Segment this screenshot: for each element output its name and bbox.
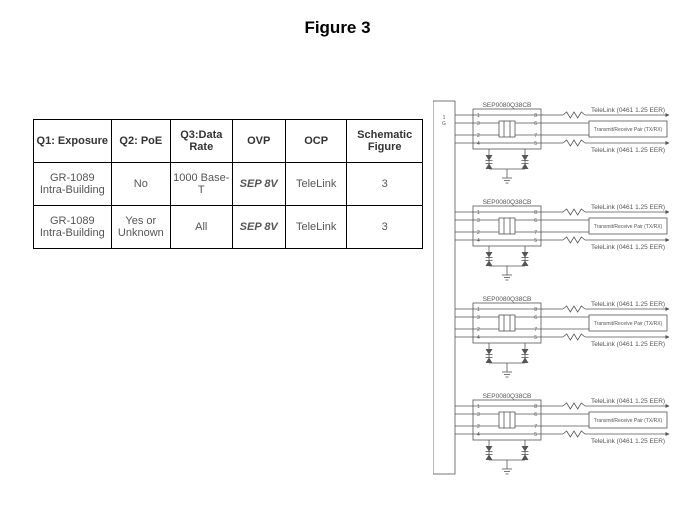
svg-text:1: 1 — [477, 404, 480, 410]
col-ocp: OCP — [285, 120, 346, 163]
chip-label: SEP0080Q38CB — [483, 296, 532, 303]
telelink-label: TeleLink (0461 1.25 EER) — [591, 244, 665, 251]
svg-text:7: 7 — [534, 424, 537, 430]
cell-ocp: TeleLink — [285, 206, 346, 249]
svg-text:8: 8 — [534, 307, 537, 313]
col-ovp: OVP — [232, 120, 285, 163]
svg-text:1: 1 — [477, 210, 480, 216]
svg-text:7: 7 — [534, 133, 537, 139]
cell-exposure: GR-1089 Intra-Building — [34, 163, 112, 206]
col-fig: Schematic Figure — [347, 120, 423, 163]
svg-text:8: 8 — [534, 210, 537, 216]
svg-text:2: 2 — [477, 424, 480, 430]
svg-text:2: 2 — [477, 230, 480, 236]
cell-fig: 3 — [347, 163, 423, 206]
schematic-channel: SEP0080Q38CB1 8 3 6 2 7 4 5 TeleLink (0461 1.25 … — [455, 296, 669, 377]
svg-text:6: 6 — [534, 412, 537, 418]
cell-ocp: TeleLink — [285, 163, 346, 206]
svg-text:3: 3 — [477, 412, 480, 418]
chip-label: SEP0080Q38CB — [483, 393, 532, 400]
col-rate: Q3:Data Rate — [171, 120, 232, 163]
svg-text:6: 6 — [534, 218, 537, 224]
svg-text:8: 8 — [534, 113, 537, 119]
table-header-row: Q1: Exposure Q2: PoE Q3:Data Rate OVP OC… — [34, 120, 423, 163]
phy-label: 1G — [442, 115, 446, 127]
svg-text:6: 6 — [534, 315, 537, 321]
cell-poe: Yes or Unknown — [111, 206, 170, 249]
chip-label: SEP0080Q38CB — [483, 102, 532, 109]
table-row: GR-1089 Intra-Building No 1000 Base-T SE… — [34, 163, 423, 206]
svg-text:4: 4 — [477, 335, 480, 341]
cell-fig: 3 — [347, 206, 423, 249]
pair-label: Transmit/Receive Pair (TX/RX) — [594, 418, 663, 424]
schematic-channel: SEP0080Q38CB1 8 3 6 2 7 4 5 TeleLink (0461 1.25 … — [455, 102, 669, 183]
svg-text:5: 5 — [534, 335, 537, 341]
pair-label: Transmit/Receive Pair (TX/RX) — [594, 321, 663, 327]
cell-exposure: GR-1089 Intra-Building — [34, 206, 112, 249]
pair-label: Transmit/Receive Pair (TX/RX) — [594, 224, 663, 230]
telelink-label: TeleLink (0461 1.25 EER) — [591, 438, 665, 445]
svg-text:2: 2 — [477, 327, 480, 333]
telelink-label: TeleLink (0461 1.25 EER) — [591, 301, 665, 308]
schematic-channel: SEP0080Q38CB1 8 3 6 2 7 4 5 TeleLink (0461 1.25 … — [455, 199, 669, 280]
table-row: GR-1089 Intra-Building Yes or Unknown Al… — [34, 206, 423, 249]
svg-text:3: 3 — [477, 315, 480, 321]
pair-label: Transmit/Receive Pair (TX/RX) — [594, 127, 663, 133]
cell-rate: All — [171, 206, 232, 249]
telelink-label: TeleLink (0461 1.25 EER) — [591, 398, 665, 405]
col-poe: Q2: PoE — [111, 120, 170, 163]
svg-text:4: 4 — [477, 432, 480, 438]
telelink-label: TeleLink (0461 1.25 EER) — [591, 147, 665, 154]
svg-text:7: 7 — [534, 327, 537, 333]
telelink-label: TeleLink (0461 1.25 EER) — [591, 204, 665, 211]
svg-text:4: 4 — [477, 238, 480, 244]
cell-ovp: SEP 8V — [232, 206, 285, 249]
figure-title: Figure 3 — [0, 18, 675, 38]
svg-text:5: 5 — [534, 432, 537, 438]
svg-text:5: 5 — [534, 141, 537, 147]
selection-table: Q1: Exposure Q2: PoE Q3:Data Rate OVP OC… — [33, 119, 423, 249]
telelink-label: TeleLink (0461 1.25 EER) — [591, 107, 665, 114]
svg-text:1: 1 — [477, 113, 480, 119]
chip-label: SEP0080Q38CB — [483, 199, 532, 206]
cell-poe: No — [111, 163, 170, 206]
svg-text:6: 6 — [534, 121, 537, 127]
cell-rate: 1000 Base-T — [171, 163, 232, 206]
svg-text:3: 3 — [477, 218, 480, 224]
svg-text:8: 8 — [534, 404, 537, 410]
telelink-label: TeleLink (0461 1.25 EER) — [591, 341, 665, 348]
schematic-channel: SEP0080Q38CB1 8 3 6 2 7 4 5 TeleLink (0461 1.25 … — [455, 393, 669, 474]
svg-text:7: 7 — [534, 230, 537, 236]
svg-text:1: 1 — [477, 307, 480, 313]
schematic-diagram: 1GSEP0080Q38CB18362745TeleLink (0461 1.2… — [433, 93, 675, 493]
svg-text:4: 4 — [477, 141, 480, 147]
svg-text:3: 3 — [477, 121, 480, 127]
svg-text:2: 2 — [477, 133, 480, 139]
col-exposure: Q1: Exposure — [34, 120, 112, 163]
cell-ovp: SEP 8V — [232, 163, 285, 206]
svg-text:5: 5 — [534, 238, 537, 244]
